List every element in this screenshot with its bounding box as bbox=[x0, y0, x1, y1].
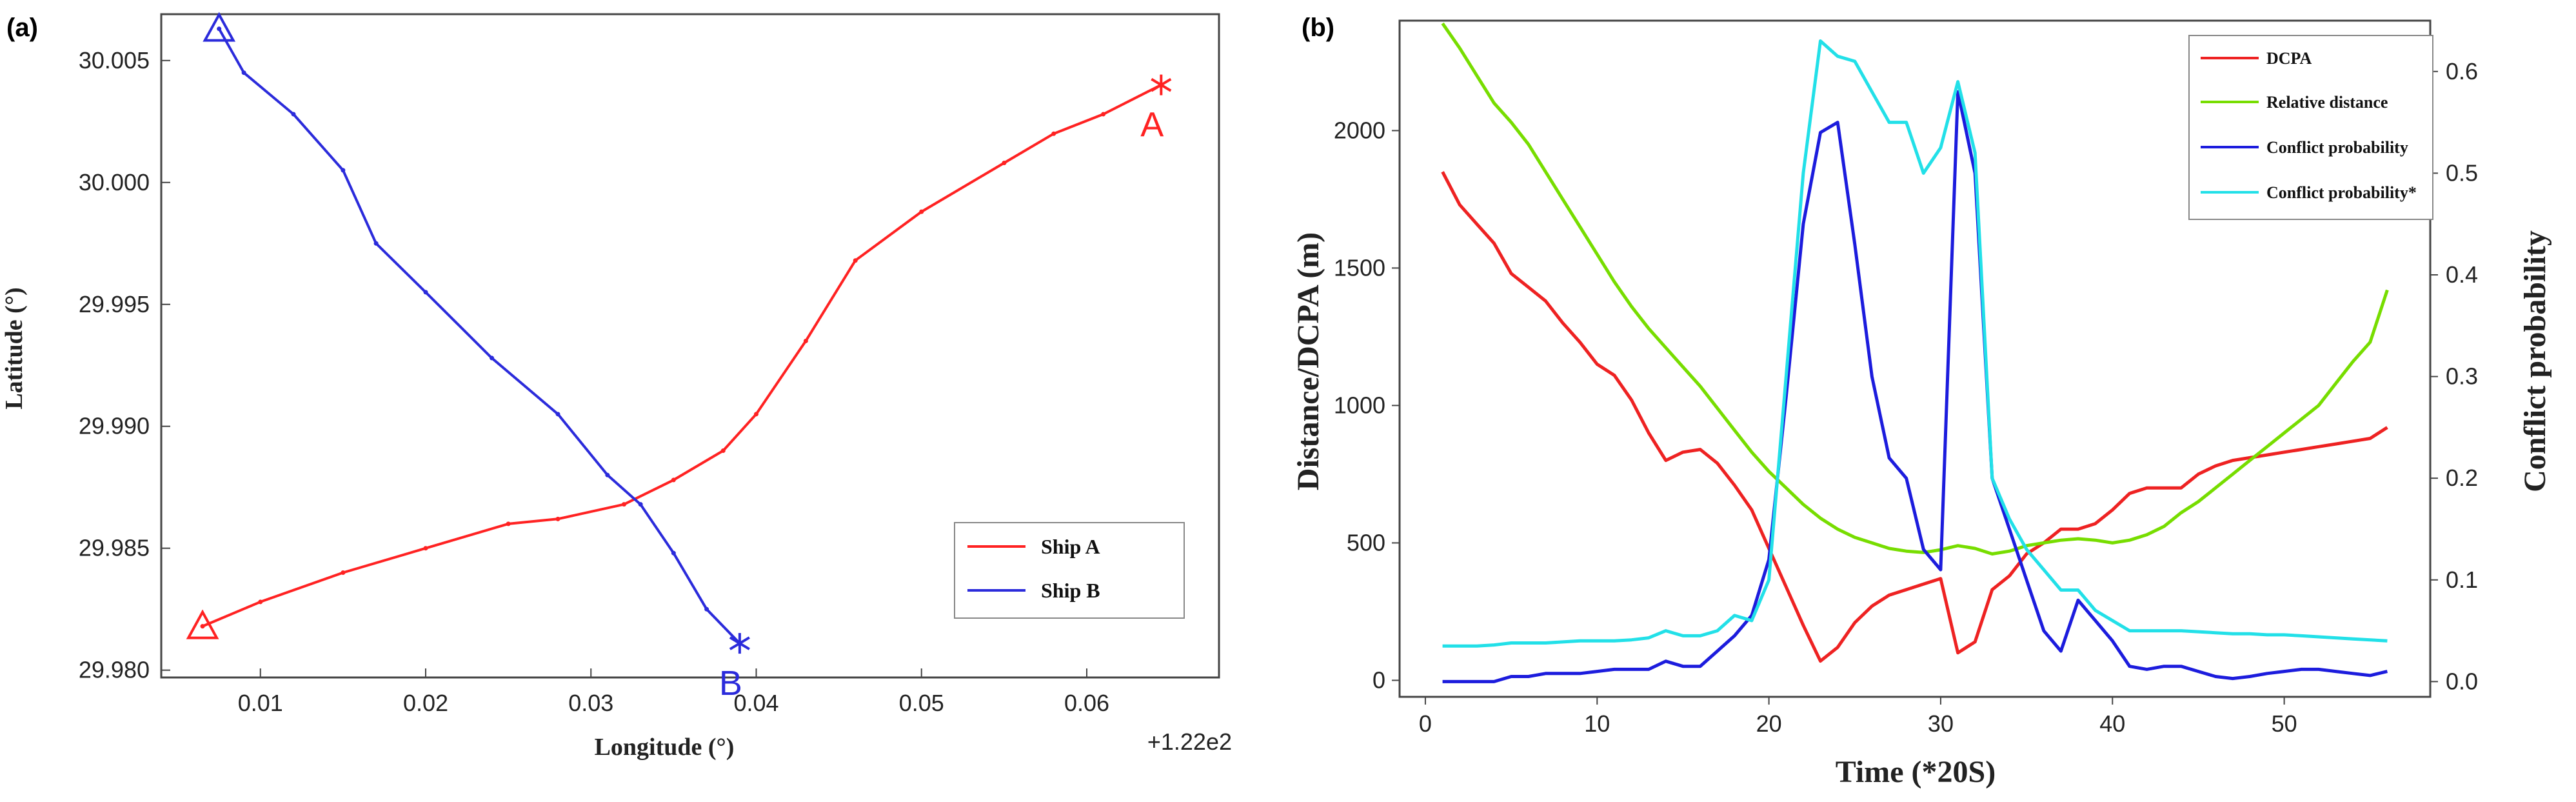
data-point-ship-a bbox=[1051, 131, 1056, 136]
panel-b-y2-tick-label: 0.0 bbox=[2446, 668, 2478, 694]
panel-a-x-tick-label: 0.03 bbox=[568, 690, 613, 716]
end-marker-ship-a bbox=[1151, 74, 1172, 95]
panel-b-y2-tick-label: 0.5 bbox=[2446, 159, 2478, 186]
data-point-ship-b bbox=[704, 607, 709, 612]
panel-b-y2-tick-label: 0.2 bbox=[2446, 465, 2478, 491]
data-point-ship-a bbox=[555, 516, 560, 521]
panel-a-y-tick-label: 29.990 bbox=[79, 413, 150, 439]
panel-a-y-axis-title: Latitude (°) bbox=[1, 287, 28, 409]
data-point-ship-a bbox=[258, 599, 263, 605]
data-point-ship-a bbox=[853, 258, 858, 263]
panel-b-x-axis-title: Time (*20S) bbox=[1836, 755, 1996, 789]
panel-a-label: (a) bbox=[6, 14, 38, 42]
data-point-ship-b bbox=[241, 70, 246, 75]
panel-a-y-tick-label: 30.000 bbox=[79, 169, 150, 195]
panel-b-y2-tick-label: 0.6 bbox=[2446, 58, 2478, 85]
data-point-ship-a bbox=[506, 521, 511, 526]
panel-b-legend-box bbox=[2188, 35, 2433, 220]
data-point-ship-b bbox=[638, 502, 643, 507]
endpoint-label-ship-a: A bbox=[1140, 106, 1164, 145]
panel-b-x-tick-label: 10 bbox=[1584, 710, 1610, 737]
panel-b-y-tick-label: 1500 bbox=[1334, 254, 1385, 281]
data-point-ship-a bbox=[200, 624, 205, 629]
legend-label-conflict-probability-star: Conflict probability* bbox=[2266, 183, 2417, 202]
panel-a-y-tick-label: 30.005 bbox=[79, 47, 150, 74]
panel-b-y2-tick-label: 0.1 bbox=[2446, 566, 2478, 593]
panel-b-x-tick-label: 0 bbox=[1419, 710, 1432, 737]
endpoint-label-ship-b: B bbox=[719, 664, 742, 703]
data-point-ship-b bbox=[373, 241, 379, 246]
panel-b-y2-tick-label: 0.3 bbox=[2446, 363, 2478, 390]
start-marker-ship-b bbox=[203, 12, 236, 42]
data-point-ship-b bbox=[217, 26, 222, 32]
data-point-ship-a bbox=[919, 209, 924, 214]
panel-a-y-tick-label: 29.985 bbox=[79, 535, 150, 561]
panel-a-x-tick-label: 0.01 bbox=[238, 690, 283, 716]
legend-label-conflict-probability: Conflict probability bbox=[2266, 138, 2408, 157]
data-point-ship-b bbox=[555, 412, 560, 417]
series-line-relative-distance bbox=[1441, 22, 2389, 556]
panel-b-label: (b) bbox=[1302, 14, 1334, 42]
data-point-ship-a bbox=[754, 412, 758, 417]
panel-b-y2-tick-label: 0.4 bbox=[2446, 261, 2478, 288]
panel-a-legend-box bbox=[954, 522, 1185, 619]
panel-a-x-axis-title: Longitude (°) bbox=[595, 734, 735, 761]
panel-a-y-tick-label: 29.995 bbox=[79, 291, 150, 317]
panel-b-y-tick-label: 2000 bbox=[1334, 117, 1385, 143]
panel-b-y-tick-label: 1000 bbox=[1334, 392, 1385, 418]
data-point-ship-a bbox=[720, 448, 726, 454]
panel-b-x-tick-label: 50 bbox=[2272, 710, 2297, 737]
panel-a-x-tick-label: 0.02 bbox=[403, 690, 448, 716]
data-point-ship-a bbox=[803, 338, 808, 343]
data-point-ship-a bbox=[423, 546, 428, 551]
panel-b-right-y-axis-title: Conflict probability bbox=[2518, 230, 2552, 492]
series-line-dcpa bbox=[1441, 171, 2388, 663]
panel-a-ticks: 0.01 0.02 0.03 0.04 0.05 0.06 29.980 29.985 29.9… bbox=[79, 47, 1109, 716]
panel-a-x-tick-label: 0.05 bbox=[899, 690, 944, 716]
series-line-conflict-probability bbox=[1442, 90, 2388, 683]
panel-b-x-tick-label: 40 bbox=[2099, 710, 2125, 737]
panel-a-y-tick-label: 29.980 bbox=[79, 657, 150, 683]
data-point-ship-b bbox=[605, 472, 610, 477]
panel-a-x-tick-label: 0.06 bbox=[1064, 690, 1109, 716]
panel-b-y-tick-label: 0 bbox=[1372, 667, 1385, 693]
panel-b-series bbox=[1441, 22, 2389, 683]
panel-b-distance-probability-chart: (b) 0 10 20 30 40 5005001000150020000.00.10.2… bbox=[1291, 14, 2552, 789]
data-point-ship-a bbox=[671, 477, 676, 483]
legend-label-ship-a: Ship A bbox=[1041, 535, 1100, 558]
data-point-ship-a bbox=[622, 502, 626, 507]
legend-label-ship-b: Ship B bbox=[1041, 579, 1100, 602]
panel-b-legend: DCPA Relative distance Conflict probabil… bbox=[2188, 35, 2433, 220]
data-point-ship-b bbox=[490, 356, 494, 361]
legend-label-dcpa: DCPA bbox=[2266, 49, 2312, 68]
data-point-ship-b bbox=[671, 550, 676, 556]
legend-label-relative-distance: Relative distance bbox=[2266, 93, 2388, 112]
panel-a-trajectory-chart: (a) 0.01 0.02 0.03 0.04 0.05 0.06 29.980 29.985… bbox=[1, 12, 1232, 761]
data-point-ship-a bbox=[341, 570, 346, 575]
data-point-ship-b bbox=[291, 112, 296, 117]
panel-a-legend: Ship A Ship B bbox=[954, 522, 1185, 619]
panel-b-y-tick-label: 500 bbox=[1347, 529, 1385, 556]
data-point-ship-b bbox=[423, 290, 428, 295]
panel-b-ticks: 0 10 20 30 40 5005001000150020000.00.10.20.30… bbox=[1334, 58, 2478, 737]
panel-b-left-y-axis-title: Distance/DCPA (m) bbox=[1291, 232, 1325, 490]
end-marker-ship-b bbox=[729, 633, 750, 654]
data-point-ship-a bbox=[1101, 112, 1106, 117]
data-point-ship-b bbox=[341, 168, 346, 173]
panel-b-x-tick-label: 30 bbox=[1928, 710, 1954, 737]
panel-a-markers: AB bbox=[186, 12, 1172, 703]
panel-a-x-tick-label: 0.04 bbox=[733, 690, 778, 716]
panel-a-offset-text: +1.22e2 bbox=[1147, 728, 1232, 755]
data-point-ship-a bbox=[1002, 161, 1007, 166]
series-line-conflict-probability-star bbox=[1442, 39, 2388, 648]
start-marker-ship-a bbox=[186, 609, 219, 639]
panel-b-x-tick-label: 20 bbox=[1756, 710, 1782, 737]
